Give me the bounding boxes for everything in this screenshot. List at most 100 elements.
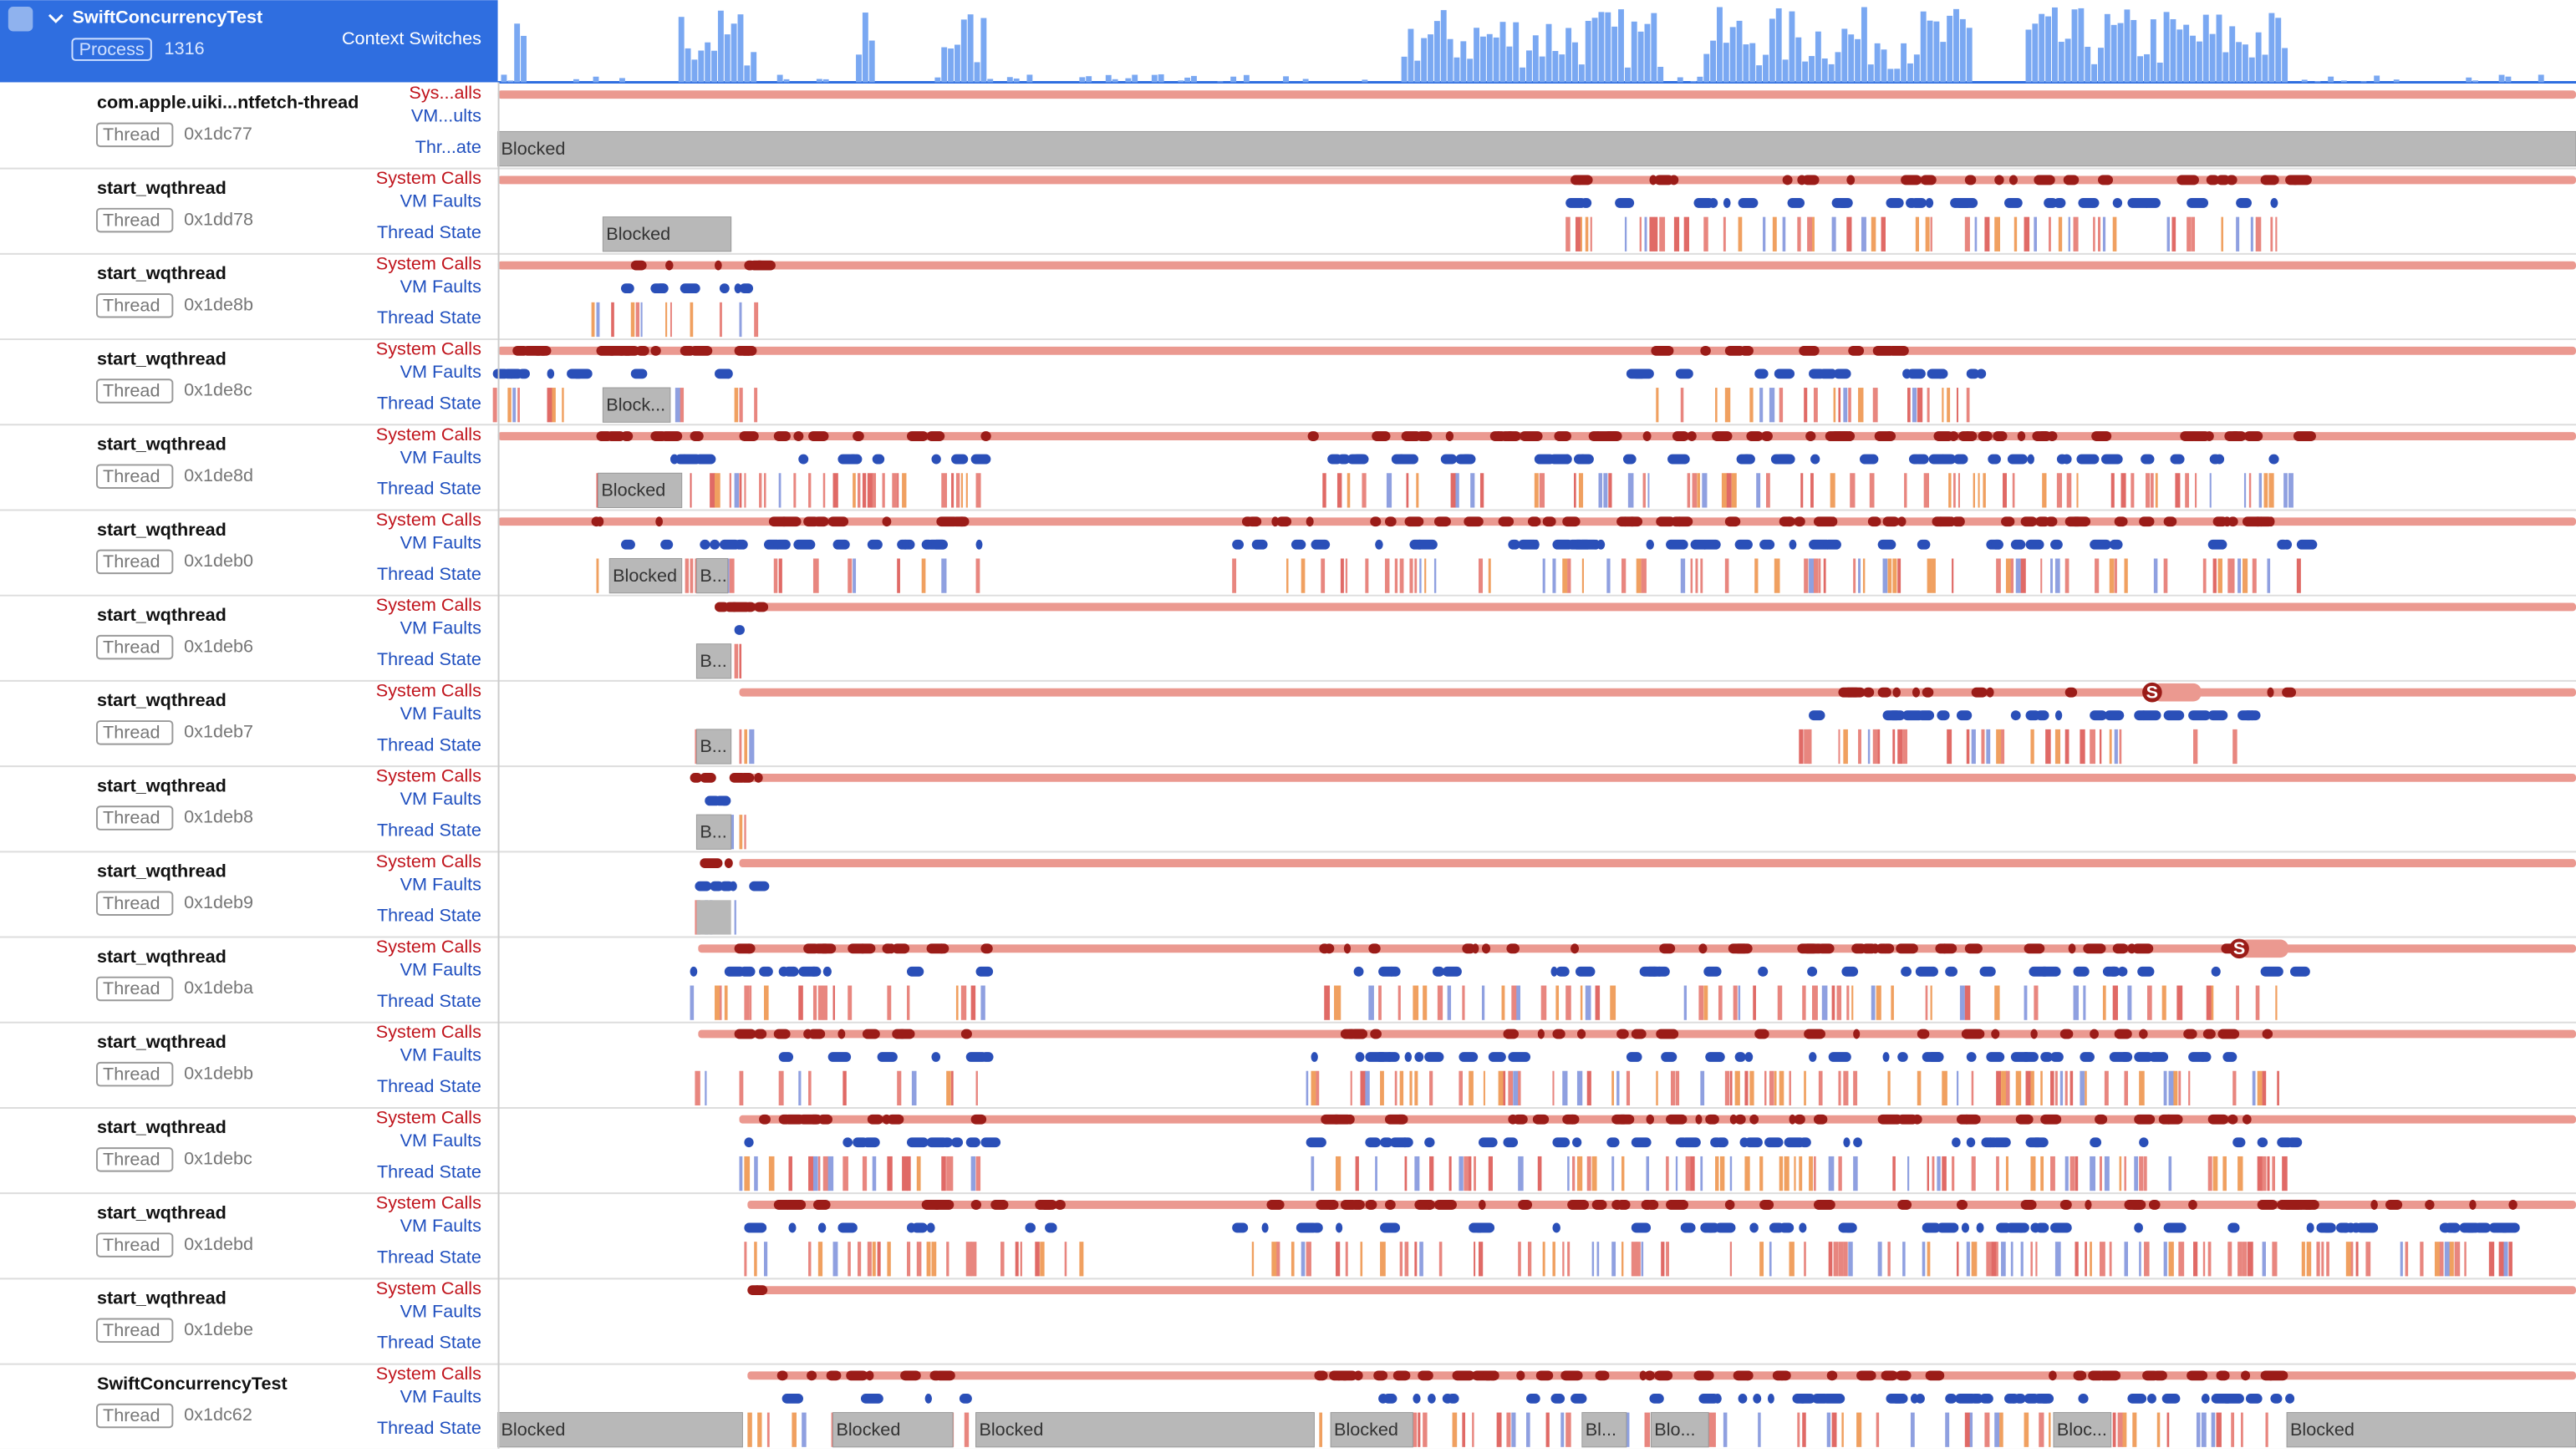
vm-fault <box>1945 1393 1957 1404</box>
thread-state <box>1925 985 1928 1020</box>
syscall-lane <box>698 944 2576 953</box>
track-label: Thread State <box>377 648 481 669</box>
thread-state <box>892 473 898 508</box>
vm-fault <box>1555 966 1570 977</box>
syscall <box>1445 431 1454 441</box>
thread-state <box>1537 1156 1542 1191</box>
vm-fault <box>1700 539 1721 550</box>
histogram-bar <box>1861 7 1867 83</box>
syscall <box>2073 1370 2087 1381</box>
vm-fault <box>2449 1222 2460 1233</box>
histogram-bar <box>1749 43 1756 83</box>
thread-state <box>2005 1156 2008 1191</box>
syscall <box>1595 1370 1610 1381</box>
thread-state <box>2212 558 2217 593</box>
vm-fault <box>1741 454 1755 465</box>
thread-state <box>1483 1070 1485 1106</box>
thread-state <box>2024 985 2028 1020</box>
syscall <box>752 1285 762 1296</box>
vm-fault <box>2306 1222 2314 1233</box>
track-label: System Calls <box>376 424 481 445</box>
vm-fault <box>1841 966 1859 977</box>
thread-state <box>1598 473 1603 508</box>
syscall <box>1897 516 1907 527</box>
vm-fault <box>2053 198 2066 208</box>
histogram-bar <box>573 79 579 83</box>
histogram-bar <box>862 13 868 83</box>
histogram-bar <box>1611 26 1618 83</box>
vm-fault <box>980 1137 1001 1148</box>
thread-state <box>1685 1156 1692 1191</box>
thread-state <box>1764 1070 1767 1106</box>
histogram-bar <box>1605 12 1611 83</box>
vm-fault <box>2270 198 2278 208</box>
syscall <box>2091 431 2112 441</box>
thread-state <box>1853 558 1856 593</box>
vm-fault <box>1823 539 1841 550</box>
thread-state <box>2090 729 2095 765</box>
thread-state <box>2255 985 2260 1020</box>
syscall <box>1693 1370 1714 1381</box>
thread-state <box>2034 985 2039 1020</box>
thread-name: start_wqthread <box>97 177 227 198</box>
track-label: System Calls <box>376 594 481 615</box>
process-header[interactable] <box>0 0 498 83</box>
thread-state <box>492 388 497 423</box>
histogram-bar <box>1743 44 1749 83</box>
thread-state <box>1380 1070 1384 1106</box>
thread-state <box>2035 1242 2038 1277</box>
thread-state <box>1636 1242 1641 1277</box>
vm-fault <box>2214 454 2225 465</box>
histogram-bar <box>2236 42 2243 83</box>
vm-fault <box>1764 1137 1784 1148</box>
vm-fault <box>2464 1222 2477 1233</box>
syscall <box>2425 1200 2435 1210</box>
thread-state <box>2202 1242 2206 1277</box>
thread-state <box>1754 558 1759 593</box>
syscall <box>1462 943 1476 954</box>
syscall <box>858 943 876 954</box>
histogram-bar <box>1947 15 1953 83</box>
thread-state <box>2098 216 2101 251</box>
thread-state <box>1455 473 1459 508</box>
thread-state <box>960 473 964 508</box>
blocked-state <box>695 557 729 594</box>
thread-state <box>1838 1070 1841 1106</box>
thread-state <box>2166 1412 2170 1447</box>
vm-fault <box>975 966 994 977</box>
thread-state <box>1362 473 1367 508</box>
vm-fault <box>2257 1137 2268 1148</box>
syscall <box>1761 431 1773 441</box>
vm-fault <box>729 881 737 892</box>
thread-state <box>1904 473 1907 508</box>
syscall <box>2282 687 2297 698</box>
syscall <box>827 516 849 527</box>
thread-state <box>1744 1070 1749 1106</box>
blocked-state <box>597 472 683 509</box>
vm-fault <box>724 966 746 977</box>
histogram-bar <box>2170 18 2176 83</box>
thread-state <box>2365 1242 2371 1277</box>
thread-state <box>812 558 819 593</box>
thread-state <box>2275 985 2278 1020</box>
histogram-bar <box>1913 54 1920 83</box>
histogram-bar <box>1428 34 1433 83</box>
vm-fault <box>848 454 863 465</box>
vm-fault <box>2044 198 2058 208</box>
vm-fault <box>798 454 809 465</box>
histogram-bar <box>1815 31 1821 83</box>
syscall <box>1644 1370 1655 1381</box>
thread-badge-box <box>95 1232 174 1257</box>
syscall <box>2095 1114 2108 1125</box>
disclosure[interactable] <box>48 13 64 23</box>
syscall <box>1338 1370 1357 1381</box>
thread-state <box>2193 1242 2198 1277</box>
blocked-label: Blocked <box>1334 1419 1398 1440</box>
thread-state <box>1673 216 1680 251</box>
syscall <box>700 858 723 868</box>
thread-state <box>1892 558 1897 593</box>
syscall <box>1794 1114 1805 1125</box>
thread-state <box>2085 1070 2087 1106</box>
vm-fault <box>2321 1222 2334 1233</box>
histogram-bar <box>691 59 698 83</box>
